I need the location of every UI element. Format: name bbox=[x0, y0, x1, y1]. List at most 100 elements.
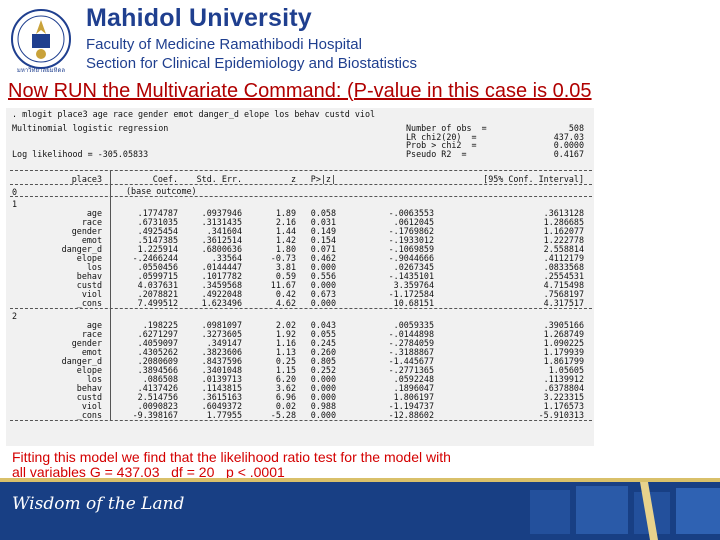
z-value: 3.62 bbox=[275, 383, 296, 393]
ci-lower-value: .0612045 bbox=[393, 217, 434, 227]
variable-name: elope bbox=[76, 253, 102, 263]
stderr-value: .8437596 bbox=[201, 356, 242, 366]
p-value: 0.556 bbox=[310, 271, 336, 281]
z-value: 2.16 bbox=[275, 217, 296, 227]
ci-upper-value: 1.222778 bbox=[543, 235, 584, 245]
coef-value: .3894566 bbox=[137, 365, 178, 375]
variable-name: behav bbox=[76, 271, 102, 281]
ci-upper-value: .3905166 bbox=[543, 320, 584, 330]
coef-value: .5147385 bbox=[137, 235, 178, 245]
variable-name: gender bbox=[71, 338, 102, 348]
coef-value: 7.499512 bbox=[137, 298, 178, 308]
stderr-value: .0139713 bbox=[201, 374, 242, 384]
coef-value: .2080609 bbox=[137, 356, 178, 366]
outcome-group-label: 0 bbox=[12, 187, 18, 197]
ci-upper-value: 1.090225 bbox=[543, 338, 584, 348]
coef-value: .0599715 bbox=[137, 271, 178, 281]
coef-value: -9.398167 bbox=[132, 410, 178, 420]
variable-name: custd bbox=[76, 280, 102, 290]
table-rule bbox=[10, 308, 592, 309]
stata-command: . mlogit place3 age race gender emot dan… bbox=[12, 109, 376, 119]
stderr-value: .3823606 bbox=[201, 347, 242, 357]
p-value: 0.000 bbox=[310, 280, 336, 290]
z-value: 0.59 bbox=[275, 271, 296, 281]
variable-name: danger_d bbox=[61, 244, 102, 254]
log-likelihood: Log likelihood = -305.05833 bbox=[12, 149, 149, 159]
slide-title: Now RUN the Multivariate Command: (P-val… bbox=[8, 80, 592, 102]
ci-lower-value: -.1435101 bbox=[388, 271, 434, 281]
stderr-value: .6049372 bbox=[201, 401, 242, 411]
stderr-value: .4922048 bbox=[201, 289, 242, 299]
ci-lower-value: -.0063553 bbox=[388, 208, 434, 218]
stat-value: 508 bbox=[568, 123, 584, 133]
coef-value: .6731035 bbox=[137, 217, 178, 227]
stata-output-panel: . mlogit place3 age race gender emot dan… bbox=[6, 108, 594, 446]
caption: Fitting this model we find that the like… bbox=[12, 450, 652, 480]
variable-name: viol bbox=[81, 401, 102, 411]
column-header-place3: place3 bbox=[71, 174, 102, 184]
coef-value: .1774787 bbox=[137, 208, 178, 218]
coef-value: .086508 bbox=[142, 374, 178, 384]
variable-name: elope bbox=[76, 365, 102, 375]
coef-value: .198225 bbox=[142, 320, 178, 330]
ci-upper-value: 4.715498 bbox=[543, 280, 584, 290]
stat-value: 437.03 bbox=[553, 131, 584, 142]
z-value: 3.81 bbox=[275, 262, 296, 272]
stat-label: Prob > chi2 = bbox=[406, 140, 477, 151]
column-separator bbox=[110, 170, 111, 420]
ci-lower-value: 1.806197 bbox=[393, 392, 434, 402]
ci-lower-value: -.0144898 bbox=[388, 329, 434, 339]
coef-value: .0550456 bbox=[137, 262, 178, 272]
p-value: 0.000 bbox=[310, 262, 336, 272]
stderr-value: .1143815 bbox=[201, 383, 242, 393]
column-header: Std. Err. bbox=[196, 174, 242, 184]
coef-value: .2078821 bbox=[137, 289, 178, 299]
variable-name: los bbox=[86, 374, 102, 384]
ci-upper-value: -5.910313 bbox=[538, 410, 584, 420]
coef-value: .4059097 bbox=[137, 338, 178, 348]
p-value: 0.988 bbox=[310, 401, 336, 411]
stat-label: LR chi2(20) = bbox=[406, 131, 477, 142]
ci-upper-value: .1139912 bbox=[543, 374, 584, 384]
coef-value: 2.514756 bbox=[137, 392, 178, 402]
section-name: Section for Clinical Epidemiology and Bi… bbox=[86, 55, 417, 72]
column-header: z bbox=[290, 174, 296, 184]
coef-value: 4.037631 bbox=[137, 280, 178, 290]
stderr-value: 1.623496 bbox=[201, 298, 242, 308]
table-rule bbox=[10, 420, 592, 421]
stderr-value: .0937946 bbox=[201, 208, 242, 218]
p-value: 0.043 bbox=[310, 320, 336, 330]
ci-lower-value: 3.359764 bbox=[393, 280, 434, 290]
z-value: 0.42 bbox=[275, 289, 296, 299]
stderr-value: .0981097 bbox=[201, 320, 242, 330]
footer-stripe bbox=[0, 478, 720, 482]
ci-upper-value: 1.286685 bbox=[543, 217, 584, 227]
z-value: 4.62 bbox=[275, 298, 296, 308]
variable-name: race bbox=[81, 329, 102, 339]
variable-name: age bbox=[86, 208, 102, 218]
stat-value: 0.4167 bbox=[553, 148, 584, 159]
ci-upper-value: 3.223315 bbox=[543, 392, 584, 402]
footer-motto: Wisdom of the Land bbox=[12, 494, 185, 514]
variable-name: viol bbox=[81, 289, 102, 299]
stderr-value: .3131435 bbox=[201, 217, 242, 227]
ci-upper-value: 1.179939 bbox=[543, 347, 584, 357]
ci-lower-value: .1896047 bbox=[393, 383, 434, 393]
z-value: -0.73 bbox=[270, 253, 296, 263]
stderr-value: .3612514 bbox=[201, 235, 242, 245]
ci-lower-value: .0059335 bbox=[393, 320, 434, 330]
stderr-value: .349147 bbox=[206, 338, 242, 348]
p-value: 0.000 bbox=[310, 392, 336, 402]
university-name: Mahidol University bbox=[86, 4, 312, 32]
stderr-value: .3401048 bbox=[201, 365, 242, 375]
ci-lower-value: 10.68151 bbox=[393, 298, 434, 308]
z-value: 2.02 bbox=[275, 320, 296, 330]
ci-upper-value: 1.268749 bbox=[543, 329, 584, 339]
model-name: Multinomial logistic regression bbox=[12, 123, 169, 133]
variable-name: emot bbox=[81, 347, 102, 357]
ci-lower-value: -.1069859 bbox=[388, 244, 434, 254]
p-value: 0.149 bbox=[310, 226, 336, 236]
p-value: 0.260 bbox=[310, 347, 336, 357]
p-value: 0.252 bbox=[310, 365, 336, 375]
z-value: 1.13 bbox=[275, 347, 296, 357]
